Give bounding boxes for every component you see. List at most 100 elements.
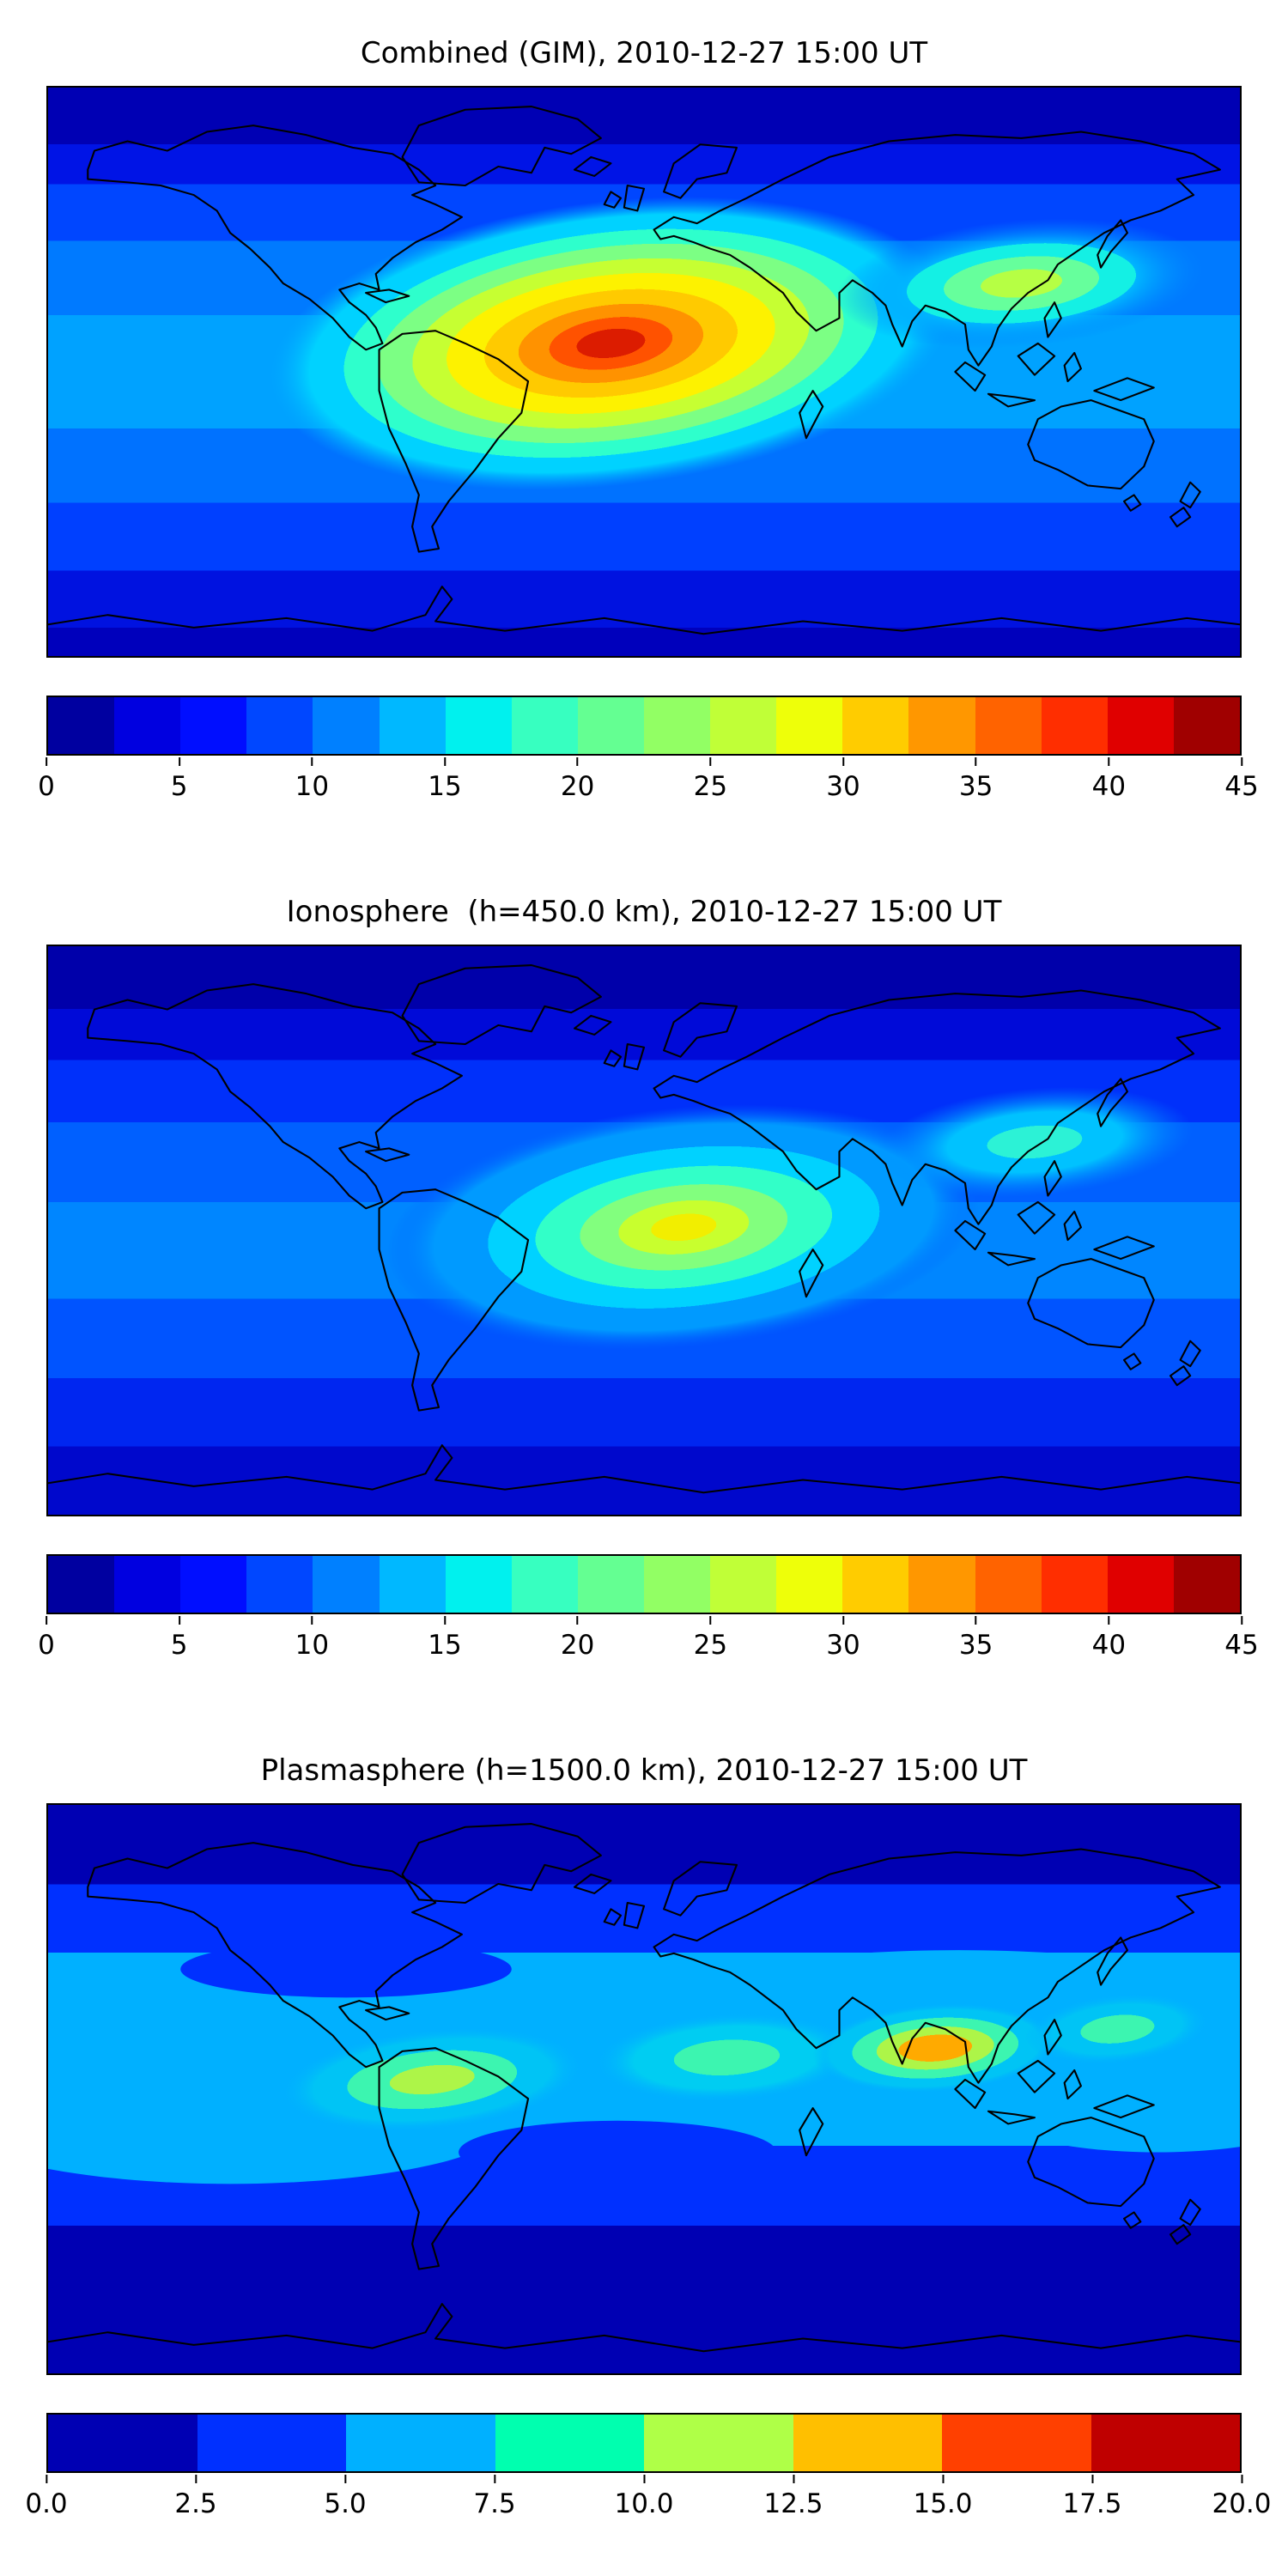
colorbar-segment xyxy=(710,1556,777,1613)
plasma-patch-east-asia xyxy=(1024,1993,1210,2065)
colorbar-tick-label: 30 xyxy=(826,771,860,802)
colorbar-segment xyxy=(379,697,446,754)
colorbar-tick-label: 20 xyxy=(560,771,595,802)
colorbar-plasmasphere xyxy=(46,2413,1242,2473)
colorbar-tick-label: 0.0 xyxy=(25,2488,68,2519)
colorbar-segment xyxy=(1041,1556,1108,1613)
colorbar-segment xyxy=(48,2415,197,2471)
colorbar-segment xyxy=(842,697,909,754)
plasma-patch-south-america xyxy=(280,2026,584,2133)
colorbar-segment xyxy=(710,697,777,754)
colorbar-tick-label: 25 xyxy=(693,771,728,802)
colorbar-combined xyxy=(46,696,1242,756)
colorbar-tick-label: 17.5 xyxy=(1062,2488,1122,2519)
panel-plasmasphere: Plasmasphere (h=1500.0 km), 2010-12-27 1… xyxy=(0,1717,1288,2576)
colorbar-tick-label: 15 xyxy=(428,771,462,802)
map-svg-ionosphere xyxy=(48,946,1240,1515)
panel-title-combined: Combined (GIM), 2010-12-27 15:00 UT xyxy=(360,36,928,70)
colorbar-segment xyxy=(577,697,644,754)
colorbar-ionosphere xyxy=(46,1554,1242,1614)
plasma-band-notch-north xyxy=(180,1941,512,1998)
colorbar-segment xyxy=(445,1556,512,1613)
colorbar-segment xyxy=(445,697,512,754)
map-svg-plasmasphere xyxy=(48,1805,1240,2373)
colorbar-segment xyxy=(908,1556,975,1613)
colorbar-segment xyxy=(776,1556,843,1613)
colorbar-tick-label: 45 xyxy=(1224,1630,1259,1661)
colorbar-tick-label: 5 xyxy=(170,1630,188,1661)
tec-hotspot-asia xyxy=(876,1086,1194,1198)
colorbar-tick-label: 20 xyxy=(560,1630,595,1661)
colorbar-segment xyxy=(511,697,578,754)
colorbar-segment xyxy=(197,2415,346,2471)
colorbar-tick-label: 2.5 xyxy=(174,2488,217,2519)
colorbar-tick-label: 40 xyxy=(1091,1630,1127,1661)
colorbar-segment xyxy=(114,697,181,754)
colorbar-segment xyxy=(942,2415,1091,2471)
colorbar-tick-label: 5 xyxy=(170,771,188,802)
colorbar-tick-label: 35 xyxy=(958,771,993,802)
colorbar-tick-label: 12.5 xyxy=(763,2488,823,2519)
colorbar-tick-label: 10.0 xyxy=(614,2488,674,2519)
colorbar-segment xyxy=(1107,1556,1174,1613)
colorbar-segment xyxy=(48,697,115,754)
colorbar-segment xyxy=(643,697,711,754)
colorbar-segment xyxy=(643,1556,711,1613)
colorbar-tick-label: 10 xyxy=(295,1630,330,1661)
map-plasmasphere xyxy=(46,1803,1242,2375)
tec-hotspot-atlantic xyxy=(268,197,953,490)
colorbar-segment xyxy=(313,1556,380,1613)
plasma-patch-india-orange xyxy=(812,2002,1058,2093)
colorbar-segment xyxy=(246,1556,313,1613)
panel-title-ionosphere: Ionosphere (h=450.0 km), 2010-12-27 15:0… xyxy=(286,895,1002,929)
colorbar-segment xyxy=(975,697,1042,754)
colorbar-segment xyxy=(842,1556,909,1613)
colorbar-tick-label: 10 xyxy=(295,771,330,802)
colorbar-segment xyxy=(114,1556,181,1613)
colorbar-tick-label: 25 xyxy=(693,1630,728,1661)
colorbar-segment xyxy=(1107,697,1174,754)
panel-combined: Combined (GIM), 2010-12-27 15:00 UT xyxy=(0,0,1288,859)
colorbar-segment xyxy=(511,1556,578,1613)
colorbar-segment xyxy=(793,2415,942,2471)
plasma-band-wave-east xyxy=(975,2050,1240,2153)
panel-ionosphere: Ionosphere (h=450.0 km), 2010-12-27 15:0… xyxy=(0,859,1288,1717)
colorbar-segment xyxy=(313,697,380,754)
colorbar-segment xyxy=(577,1556,644,1613)
map-ionosphere xyxy=(46,945,1242,1516)
plasma-patch-africa xyxy=(594,2013,860,2103)
tec-hotspot-africa xyxy=(386,1104,981,1351)
panel-title-plasmasphere: Plasmasphere (h=1500.0 km), 2010-12-27 1… xyxy=(260,1753,1028,1788)
colorbar-segment xyxy=(644,2415,793,2471)
colorbar-ticks-ionosphere: 0 5 10 15 20 25 30 35 40 45 xyxy=(38,1618,1259,1671)
colorbar-ticks-plasmasphere: 0.0 2.5 5.0 7.5 10.0 12.5 15.0 17.5 20.0 xyxy=(25,2476,1271,2530)
map-combined xyxy=(46,86,1242,658)
colorbar-tick-label: 0 xyxy=(38,771,55,802)
colorbar-segment xyxy=(180,1556,247,1613)
colorbar-segment xyxy=(180,697,247,754)
colorbar-segment xyxy=(975,1556,1042,1613)
colorbar-segment xyxy=(1091,2415,1240,2471)
colorbar-segment xyxy=(1173,697,1240,754)
colorbar-segment xyxy=(908,697,975,754)
colorbar-tick-label: 20.0 xyxy=(1212,2488,1272,2519)
colorbar-tick-label: 45 xyxy=(1224,771,1259,802)
colorbar-segment xyxy=(776,697,843,754)
colorbar-segment xyxy=(346,2415,495,2471)
plasma-band-notch-south xyxy=(459,2120,777,2184)
colorbar-tick-label: 30 xyxy=(826,1630,860,1661)
colorbar-segment xyxy=(246,697,313,754)
colorbar-tick-label: 40 xyxy=(1091,771,1127,802)
colorbar-segment xyxy=(1041,697,1108,754)
colorbar-segment xyxy=(48,1556,115,1613)
colorbar-segment xyxy=(379,1556,446,1613)
colorbar-tick-label: 0 xyxy=(38,1630,55,1661)
map-svg-combined xyxy=(48,88,1240,656)
colorbar-tick-label: 5.0 xyxy=(324,2488,367,2519)
colorbar-segment xyxy=(1173,1556,1240,1613)
colorbar-segment xyxy=(495,2415,644,2471)
colorbar-tick-label: 35 xyxy=(958,1630,993,1661)
colorbar-ticks-combined: 0 5 10 15 20 25 30 35 40 45 xyxy=(38,759,1259,812)
tec-hotspot-asia xyxy=(836,218,1206,349)
